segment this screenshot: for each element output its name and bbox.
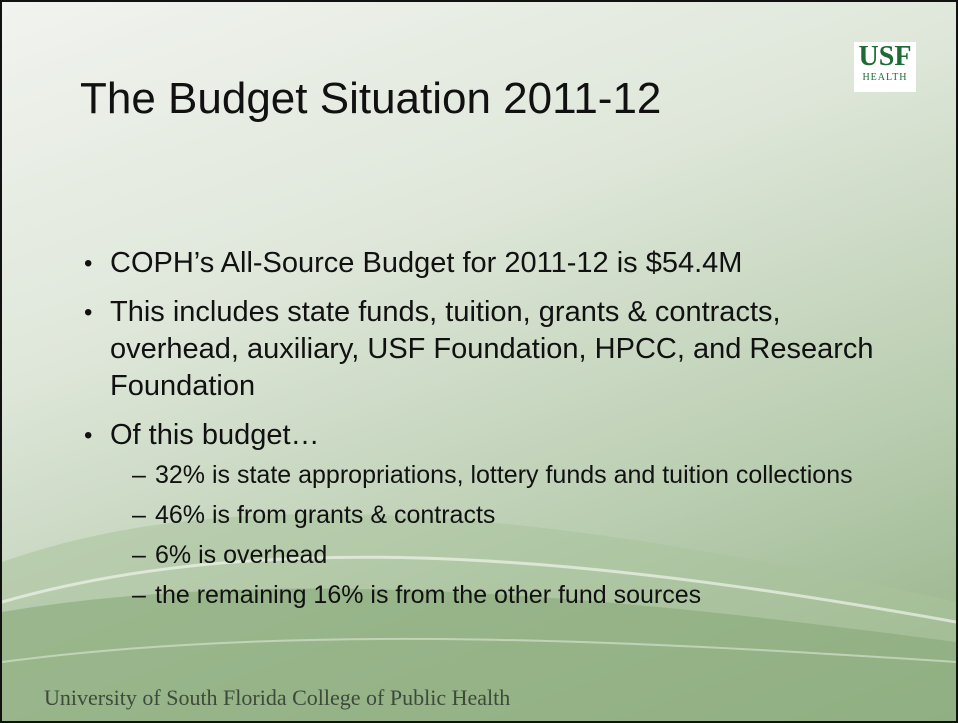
- bullet-text: Of this budget…: [110, 419, 320, 451]
- sub-bullet-text: 46% is from grants & contracts: [155, 501, 496, 529]
- sub-bullet-marker: –: [132, 501, 146, 529]
- bullet-text: COPH’s All-Source Budget for 2011-12 is …: [110, 247, 743, 279]
- bullet-marker: •: [84, 422, 93, 449]
- bullet-list: • COPH’s All-Source Budget for 2011-12 is…: [84, 245, 914, 622]
- slide-title: The Budget Situation 2011-12: [80, 74, 662, 123]
- logo-name: USF: [858, 41, 912, 72]
- sub-bullet-marker: –: [132, 461, 146, 489]
- sub-bullet-marker: –: [132, 581, 146, 609]
- sub-bullet: –32% is state appropriations, lottery fu…: [110, 460, 910, 490]
- sub-bullet: – the remaining 16% is from the other fun…: [110, 580, 910, 610]
- sub-bullet-text: 6% is overhead: [155, 541, 328, 569]
- bullet-text: This includes state funds, tuition, gran…: [110, 296, 874, 402]
- sub-bullet: –6% is overhead: [110, 540, 910, 570]
- sub-bullet-text: 32% is state appropriations, lottery fun…: [155, 461, 853, 489]
- sub-bullet-marker: –: [132, 541, 146, 569]
- logo: USF HEALTH: [854, 42, 916, 92]
- logo-sub: HEALTH: [862, 72, 908, 83]
- bullet: • COPH’s All-Source Budget for 2011-12 is…: [84, 245, 900, 282]
- sub-bullet: –46% is from grants & contracts: [110, 500, 910, 530]
- footer: University of South Florida College of P…: [44, 685, 511, 710]
- bullet: • This includes state funds, tuition, gra…: [84, 294, 900, 405]
- sub-bullet-text: the remaining 16% is from the other fund…: [155, 581, 702, 609]
- bullet: • Of this budget… –32% is state appropriat…: [84, 417, 900, 610]
- bullet-marker: •: [84, 250, 93, 277]
- bullet-marker: •: [84, 299, 93, 326]
